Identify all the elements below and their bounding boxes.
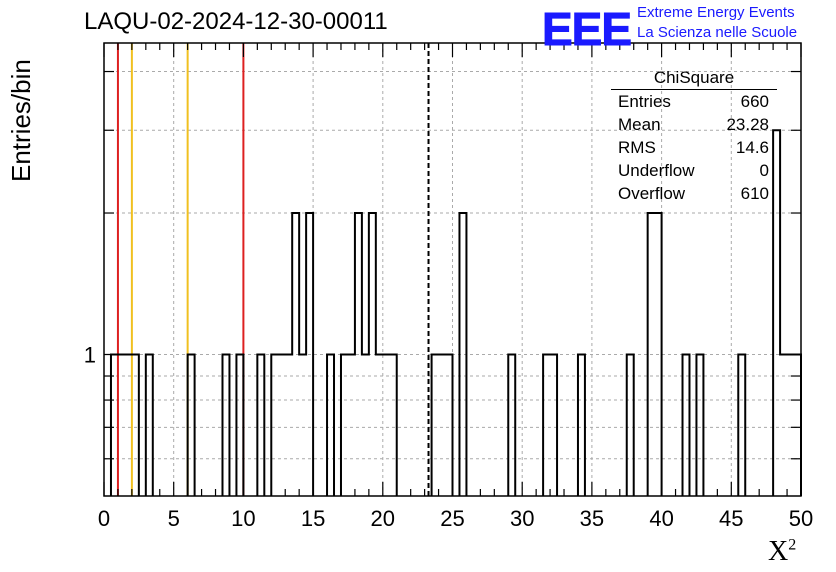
x-tick-label: 10 (231, 506, 255, 531)
x-tick-label: 5 (168, 506, 180, 531)
x-tick-label: 30 (510, 506, 534, 531)
stats-label: RMS (618, 138, 656, 157)
y-axis-label: Entries/bin (6, 59, 36, 182)
stats-box: ChiSquare Entries 660 Mean 23.28 RMS 14.… (611, 67, 777, 205)
eee-logo: EEE (541, 3, 632, 56)
x-tick-label: 15 (301, 506, 325, 531)
x-tick-label: 50 (789, 506, 813, 531)
x-tick-label: 35 (580, 506, 604, 531)
logo-line-2: La Scienza nelle Scuole (637, 24, 798, 41)
x-tick-label: 45 (719, 506, 743, 531)
x-tick-label: 20 (371, 506, 395, 531)
x-tick-label: 40 (649, 506, 673, 531)
stats-row-rms: RMS 14.6 (611, 136, 777, 159)
stats-label: Underflow (618, 161, 695, 180)
stats-value: 660 (740, 92, 769, 111)
stats-value: 23.28 (726, 115, 769, 134)
stats-value: 0 (759, 161, 769, 180)
stats-value: 14.6 (735, 138, 769, 157)
stats-label: Entries (618, 92, 671, 111)
stats-value: 610 (740, 184, 769, 203)
stats-row-overflow: Overflow 610 (611, 182, 777, 205)
x-axis-label: X2 (768, 536, 797, 567)
histogram-outline (109, 129, 802, 496)
axis-ticks (103, 43, 802, 496)
stats-row-entries: Entries 660 (611, 90, 777, 113)
y-tick-label: 1 (84, 343, 96, 368)
x-tick-label: 0 (98, 506, 110, 531)
chart-title: LAQU-02-2024-12-30-00011 (84, 8, 388, 35)
reference-lines (116, 43, 430, 496)
y-tick-labels: 1 (84, 343, 96, 368)
stats-row-underflow: Underflow 0 (611, 159, 777, 182)
logo-line-1: Extreme Energy Events (637, 4, 795, 21)
x-tick-label: 25 (440, 506, 464, 531)
histogram-bin (648, 213, 662, 496)
stats-row-mean: Mean 23.28 (611, 113, 777, 136)
x-tick-labels: 0 5 10 15 20 25 30 35 40 45 50 (98, 506, 813, 531)
stats-label: Overflow (618, 184, 686, 203)
stats-title: ChiSquare (611, 67, 777, 90)
stats-label: Mean (618, 115, 661, 134)
